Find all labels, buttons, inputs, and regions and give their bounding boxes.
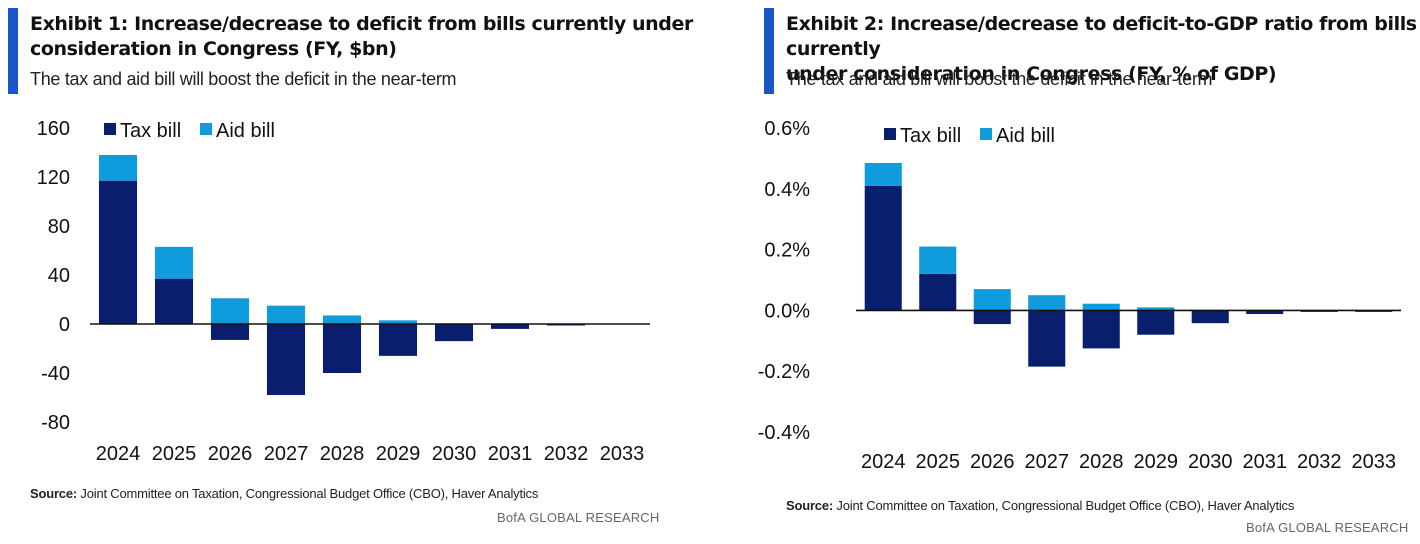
bar-aid-2024 (98, 154, 138, 181)
exhibit-1-title-line2: consideration in Congress (FY, $bn) (30, 38, 397, 60)
bar-aid-2024 (864, 162, 902, 186)
source-label: Source: (30, 486, 78, 501)
bar-tax-2028 (1082, 310, 1120, 349)
x-tick-label: 2030 (1188, 451, 1233, 473)
x-tick-label: 2031 (488, 443, 533, 465)
y-tick-label: 160 (37, 118, 70, 140)
x-tick-label: 2028 (1079, 451, 1124, 473)
accent-bar (764, 8, 774, 94)
bar-aid-2027 (1028, 295, 1066, 311)
x-tick-label: 2031 (1243, 451, 1288, 473)
x-tick-label: 2032 (544, 443, 589, 465)
bar-tax-2030 (434, 324, 474, 342)
bar-tax-2030 (1191, 310, 1229, 324)
y-tick-label: 80 (48, 216, 70, 238)
exhibit-1-panel: Exhibit 1: Increase/decrease to deficit … (0, 0, 700, 544)
bar-tax-2024 (98, 180, 138, 324)
bar-tax-2031 (1246, 310, 1284, 315)
accent-bar (8, 8, 18, 94)
bar-aid-2029 (378, 320, 418, 324)
bar-tax-2029 (378, 324, 418, 356)
x-tick-label: 2026 (970, 451, 1015, 473)
x-tick-label: 2025 (916, 451, 961, 473)
legend-swatch-aid (200, 123, 212, 135)
source-text: Joint Committee on Taxation, Congression… (833, 498, 1295, 513)
y-tick-label: 0.6% (764, 118, 810, 140)
bar-aid-2026 (210, 298, 250, 324)
legend-swatch-tax (884, 128, 896, 140)
y-tick-label: 120 (37, 167, 70, 189)
exhibit-1-brand: BofA GLOBAL RESEARCH (497, 510, 660, 525)
x-tick-label: 2028 (320, 443, 365, 465)
y-tick-label: 0 (59, 314, 70, 336)
exhibit-1-source: Source: Joint Committee on Taxation, Con… (30, 486, 538, 501)
y-tick-label: -0.2% (758, 361, 810, 383)
x-tick-label: 2029 (376, 443, 421, 465)
bar-aid-2026 (973, 289, 1011, 311)
exhibit-1-chart: 160 120 80 40 0 -40 -80 2024 2025 2026 2027 2028 202… (37, 118, 650, 465)
x-tick-label: 2033 (1352, 451, 1397, 473)
exhibit-1-title-line1: Exhibit 1: Increase/decrease to deficit … (30, 13, 693, 35)
bar-tax-2027 (266, 324, 306, 396)
bar-aid-2025 (154, 246, 194, 279)
bar-aid-2027 (266, 305, 306, 324)
y-tick-label: 40 (48, 265, 70, 287)
bar-tax-2026 (973, 310, 1011, 325)
exhibit-2-subtitle: The tax and aid bill will boost the defi… (786, 69, 1213, 89)
x-tick-label: 2027 (264, 443, 309, 465)
y-tick-label: -40 (41, 363, 70, 385)
bar-tax-2027 (1028, 310, 1066, 367)
bar-tax-2025 (154, 278, 194, 324)
bar-tax-2029 (1137, 310, 1175, 335)
exhibit-2-title: Exhibit 2: Increase/decrease to deficit-… (786, 12, 1420, 87)
x-tick-label: 2027 (1025, 451, 1070, 473)
y-tick-label: 0.4% (764, 179, 810, 201)
bar-tax-2026 (210, 324, 250, 340)
legend-label-tax: Tax bill (120, 120, 181, 142)
x-tick-label: 2033 (600, 443, 645, 465)
x-tick-label: 2025 (152, 443, 197, 465)
bar-tax-2031 (490, 324, 530, 329)
x-tick-label: 2026 (208, 443, 253, 465)
source-text: Joint Committee on Taxation, Congression… (77, 486, 539, 501)
bar-tax-2024 (864, 185, 902, 311)
exhibit-2-panel: Exhibit 2: Increase/decrease to deficit-… (756, 0, 1420, 544)
bar-tax-2025 (919, 273, 957, 311)
exhibit-2-title-line1: Exhibit 2: Increase/decrease to deficit-… (786, 13, 1417, 60)
legend-label-aid: Aid bill (996, 125, 1055, 147)
bar-aid-2028 (322, 315, 362, 324)
legend-label-tax: Tax bill (900, 125, 961, 147)
exhibit-2-brand: BofA GLOBAL RESEARCH (1246, 520, 1409, 535)
source-label: Source: (786, 498, 834, 513)
legend-swatch-tax (104, 123, 116, 135)
bar-tax-2028 (322, 324, 362, 373)
exhibit-2-title-line2: under consideration in Congress (FY, % o… (786, 63, 1277, 85)
exhibit-1-title: Exhibit 1: Increase/decrease to deficit … (30, 12, 693, 62)
y-tick-label: -0.4% (758, 422, 810, 444)
legend-label-aid: Aid bill (216, 120, 275, 142)
x-tick-label: 2029 (1134, 451, 1179, 473)
x-tick-label: 2032 (1297, 451, 1342, 473)
exhibit-1-subtitle: The tax and aid bill will boost the defi… (30, 69, 457, 89)
y-tick-label: 0.0% (764, 300, 810, 322)
x-tick-label: 2030 (432, 443, 477, 465)
exhibit-2-chart: 0.6% 0.4% 0.2% 0.0% -0.2% -0.4% 2024 2025 2026 20… (758, 118, 1401, 473)
legend-swatch-aid (980, 128, 992, 140)
bar-aid-2028 (1082, 303, 1120, 311)
x-tick-label: 2024 (96, 443, 141, 465)
bar-aid-2025 (919, 246, 957, 274)
x-tick-label: 2024 (861, 451, 906, 473)
exhibit-2-source: Source: Joint Committee on Taxation, Con… (786, 498, 1294, 513)
y-tick-label: 0.2% (764, 240, 810, 262)
bar-aid-2029 (1137, 307, 1175, 311)
y-tick-label: -80 (41, 412, 70, 434)
